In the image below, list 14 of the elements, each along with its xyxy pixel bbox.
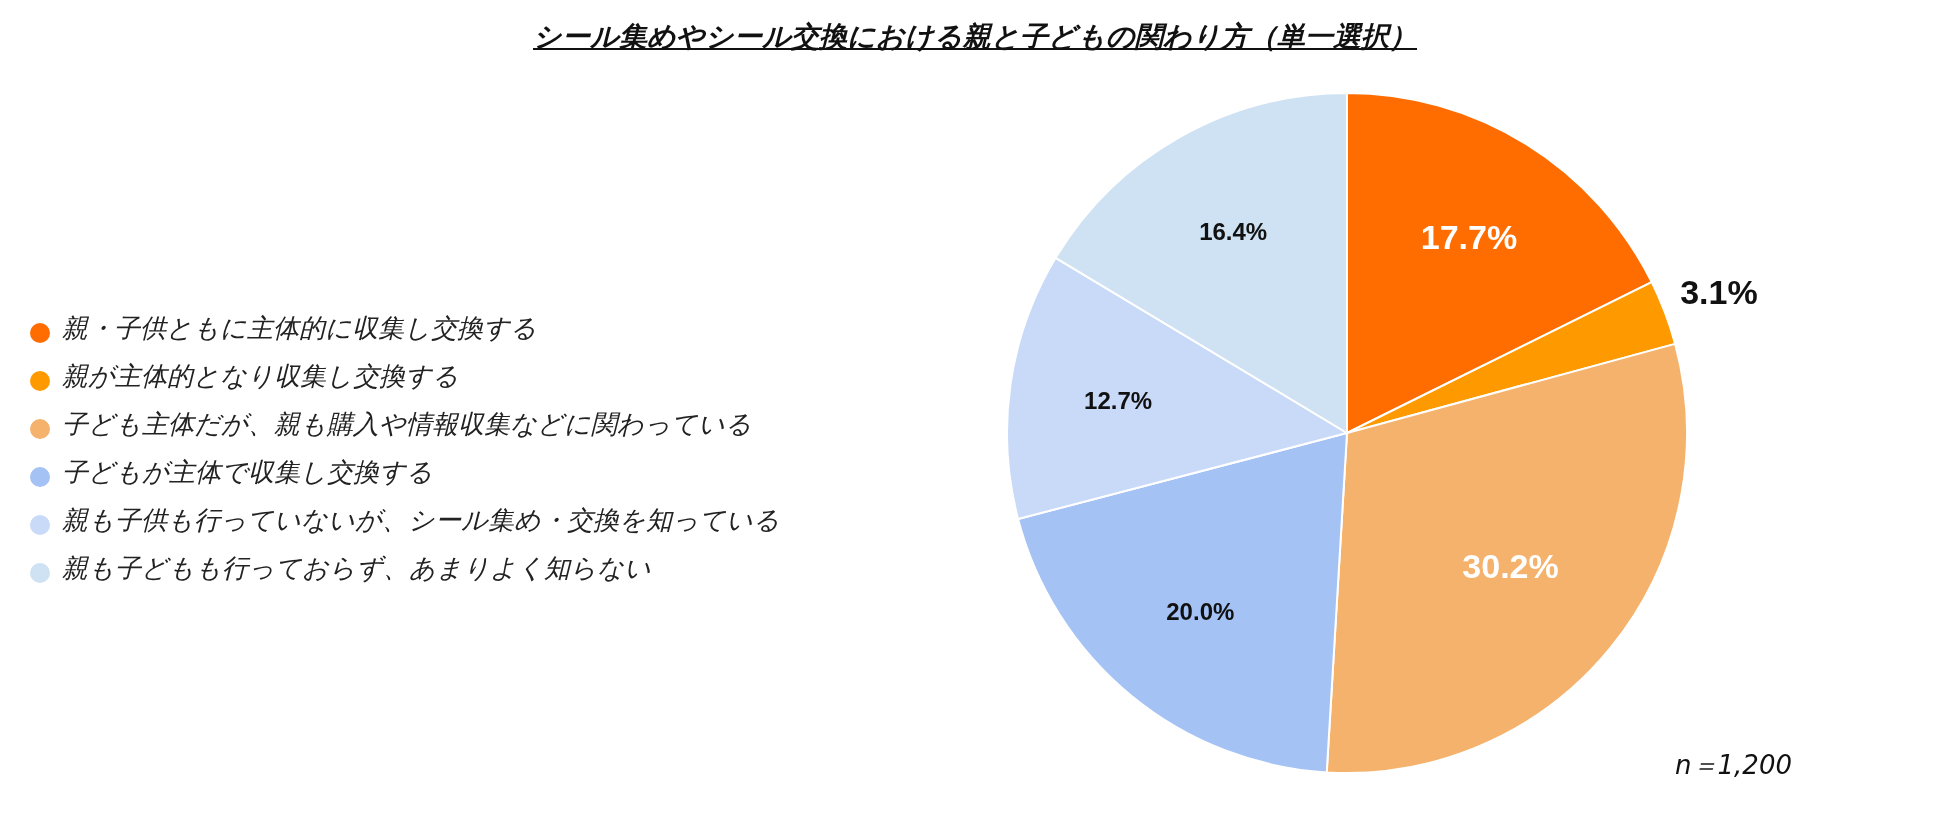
legend-label: 子ども主体だが、親も購入や情報収集などに関わっている xyxy=(62,409,752,439)
legend-label: 親・子供ともに主体的に収集し交換する xyxy=(62,313,537,343)
legend-label: 親も子供も行っていないが、シール集め・交換を知っている xyxy=(62,505,780,535)
data-label: 16.4% xyxy=(1199,218,1268,246)
data-label: 20.0% xyxy=(1166,598,1235,626)
legend-label: 親が主体的となり収集し交換する xyxy=(62,361,459,391)
data-label: 12.7% xyxy=(1084,386,1153,414)
chart-title: シール集めやシール交換における親と子どもの関わり方（単一選択） xyxy=(532,19,1418,55)
data-label: 17.7% xyxy=(1420,217,1518,256)
data-label: 3.1% xyxy=(1680,272,1758,311)
legend-label: 親も子どもも行っておらず、あまりよく知らない xyxy=(62,553,651,583)
data-label: 30.2% xyxy=(1462,546,1559,585)
text: n＝1,200 xyxy=(1675,749,1792,782)
legend-label: 子どもが主体で収集し交換する xyxy=(62,457,433,487)
